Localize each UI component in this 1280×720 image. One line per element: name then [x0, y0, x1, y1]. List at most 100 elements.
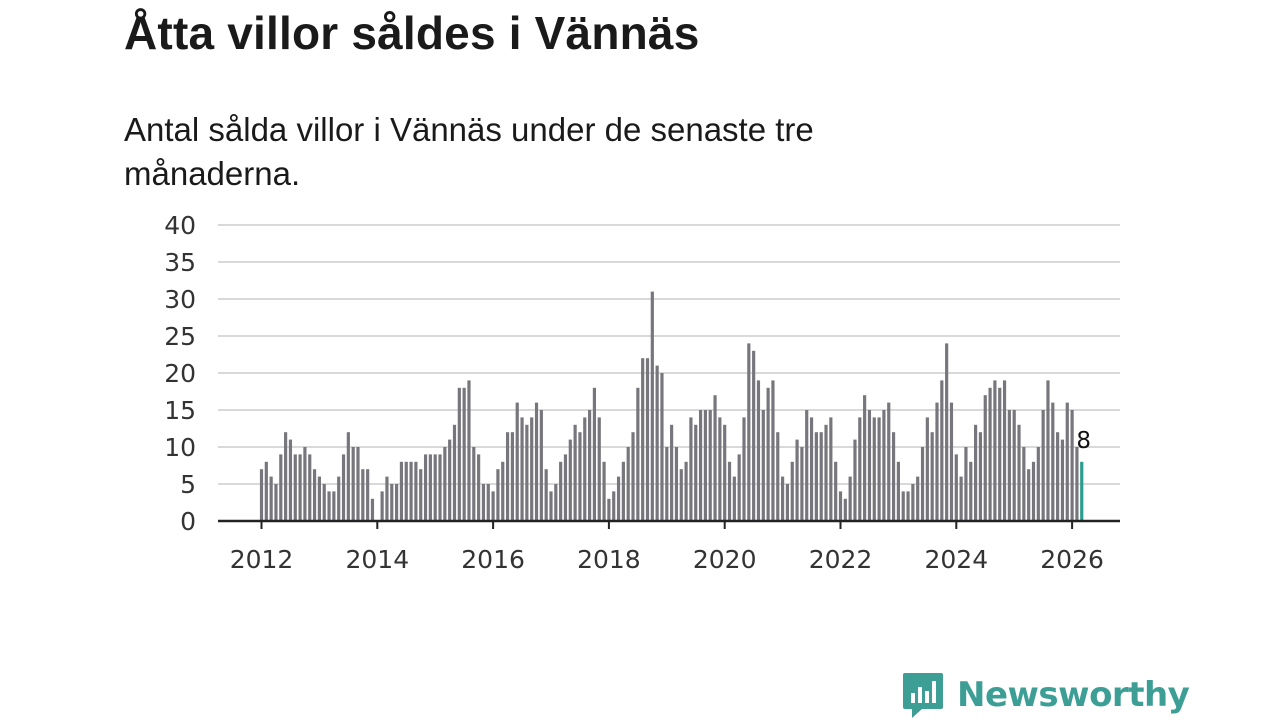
bar — [891, 432, 896, 521]
bar — [713, 395, 717, 521]
bar — [452, 424, 457, 521]
bar — [1070, 410, 1074, 521]
bar — [380, 491, 384, 521]
bar — [385, 476, 389, 521]
bar — [356, 447, 360, 521]
last-value-label: 8 — [1076, 428, 1091, 454]
chart-title: Åtta villor såldes i Vännäs — [124, 7, 700, 59]
bar — [419, 469, 423, 521]
bar — [969, 461, 973, 521]
bar — [583, 417, 587, 521]
bar — [689, 417, 693, 521]
bar — [843, 498, 847, 521]
x-axis: 2012 2014 2016 2018 2020 2022 2024 2026 — [218, 519, 1120, 574]
bar — [607, 498, 611, 521]
bar — [477, 454, 481, 521]
bar — [829, 417, 833, 521]
bar — [1007, 410, 1011, 521]
bar — [911, 484, 915, 521]
bar — [1017, 424, 1021, 521]
bar — [1046, 380, 1050, 521]
bar — [505, 432, 510, 521]
bar — [573, 424, 577, 521]
bar — [920, 447, 925, 521]
bar — [1022, 447, 1026, 521]
bar — [298, 454, 302, 521]
bar — [563, 454, 568, 521]
bar — [906, 491, 910, 521]
bar — [346, 432, 350, 521]
bar — [612, 491, 616, 521]
bar — [959, 476, 963, 521]
bar — [674, 447, 679, 521]
bar — [916, 476, 920, 521]
bar — [650, 291, 654, 521]
newsworthy-logo-icon — [903, 673, 943, 718]
bar — [945, 343, 949, 521]
bar — [790, 461, 794, 521]
bar — [404, 461, 408, 521]
bar — [616, 476, 621, 521]
bar — [491, 491, 495, 521]
bar — [337, 476, 341, 521]
bar — [525, 424, 529, 521]
bar — [414, 461, 418, 521]
bar — [766, 387, 770, 521]
bar — [1027, 469, 1031, 521]
bar — [800, 447, 804, 521]
bar — [496, 469, 500, 521]
bar — [747, 343, 751, 521]
bar — [655, 365, 659, 521]
bar — [901, 491, 905, 521]
bar — [438, 454, 442, 521]
bar — [457, 387, 461, 521]
bar — [433, 454, 437, 521]
bar — [481, 484, 486, 521]
bar — [534, 402, 539, 521]
y-tick-label: 25 — [164, 322, 196, 351]
bar — [1002, 380, 1007, 521]
bar — [795, 439, 799, 521]
bar — [1065, 402, 1069, 521]
bar — [602, 461, 606, 521]
bar — [940, 380, 944, 521]
bar — [501, 461, 505, 521]
bar — [742, 417, 746, 521]
bar — [544, 469, 548, 521]
x-tick-label: 2026 — [1040, 545, 1104, 574]
bar — [684, 461, 688, 521]
bar — [312, 469, 317, 521]
bar — [626, 447, 630, 521]
bar — [259, 469, 264, 521]
bar — [993, 380, 997, 521]
bar — [896, 461, 900, 521]
bar — [288, 439, 293, 521]
bar — [341, 454, 346, 521]
bar — [264, 461, 268, 521]
bar — [1031, 461, 1036, 521]
bar — [559, 461, 563, 521]
bar — [423, 454, 428, 521]
bar — [269, 476, 273, 521]
bar — [877, 417, 881, 521]
bar — [781, 476, 785, 521]
x-tick-label: 2018 — [577, 545, 641, 574]
bar — [641, 358, 645, 521]
bar — [660, 373, 664, 521]
y-axis: 0 5 10 15 20 25 30 35 40 — [164, 211, 196, 536]
y-tick-label: 15 — [164, 396, 196, 425]
bar — [390, 484, 394, 521]
bar — [327, 491, 331, 521]
bar — [882, 410, 886, 521]
y-tick-label: 30 — [164, 285, 196, 314]
bar — [568, 439, 572, 521]
bar — [308, 454, 312, 521]
bar — [515, 402, 519, 521]
x-tick-label: 2020 — [693, 545, 757, 574]
bar — [925, 417, 929, 521]
bar — [998, 387, 1002, 521]
bar — [858, 417, 862, 521]
bar — [1075, 447, 1079, 521]
bar — [520, 417, 524, 521]
bar — [1036, 447, 1040, 521]
